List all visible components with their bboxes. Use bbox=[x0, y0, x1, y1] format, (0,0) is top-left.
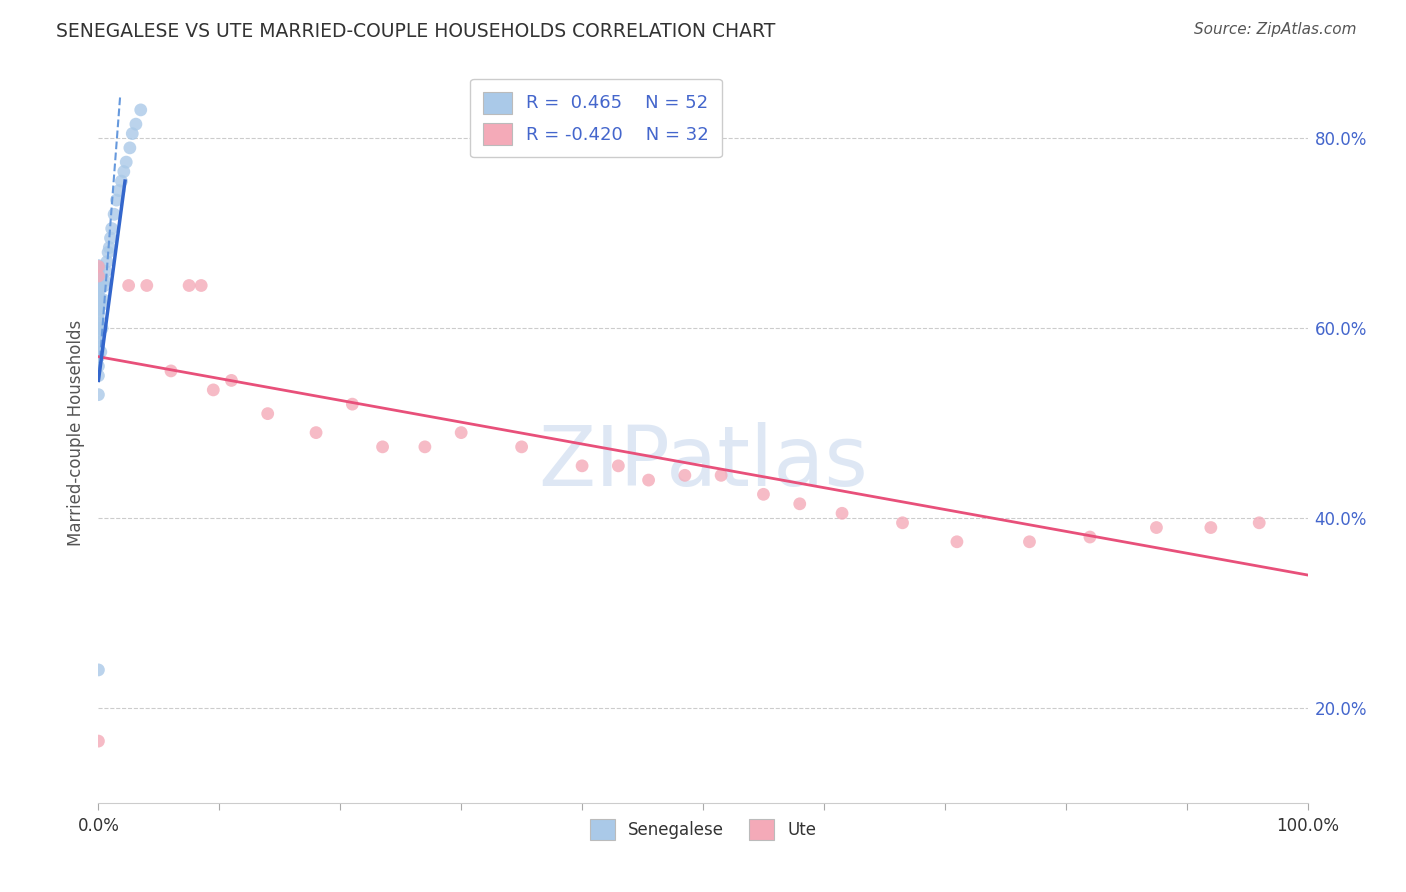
Point bbox=[125, 117, 148, 131]
Point bbox=[87, 299, 110, 313]
Point bbox=[87, 287, 110, 301]
Point bbox=[87, 359, 110, 374]
Point bbox=[97, 245, 120, 260]
Point bbox=[87, 345, 110, 359]
Point bbox=[87, 311, 110, 326]
Point bbox=[87, 326, 110, 340]
Point bbox=[129, 103, 152, 117]
Point bbox=[710, 468, 733, 483]
Point bbox=[90, 345, 112, 359]
Point bbox=[256, 407, 278, 421]
Point bbox=[93, 274, 115, 288]
Point bbox=[752, 487, 775, 501]
Point bbox=[87, 317, 110, 331]
Point bbox=[87, 368, 110, 383]
Point bbox=[100, 231, 122, 245]
Point bbox=[87, 321, 110, 335]
Point bbox=[673, 468, 696, 483]
Point bbox=[87, 663, 110, 677]
Point bbox=[87, 268, 110, 282]
Point bbox=[87, 290, 110, 304]
Point bbox=[179, 278, 201, 293]
Point bbox=[115, 155, 138, 169]
Point bbox=[221, 373, 243, 387]
Point bbox=[450, 425, 472, 440]
Point bbox=[87, 259, 110, 273]
Point bbox=[87, 268, 110, 283]
Point bbox=[789, 497, 811, 511]
Point bbox=[413, 440, 436, 454]
Point bbox=[160, 364, 183, 378]
Point bbox=[100, 221, 122, 235]
Point bbox=[87, 331, 110, 345]
Point bbox=[118, 278, 141, 293]
Point bbox=[202, 383, 225, 397]
Point bbox=[1018, 534, 1040, 549]
Point bbox=[305, 425, 328, 440]
Point bbox=[87, 296, 110, 310]
Point bbox=[87, 280, 110, 294]
Point bbox=[91, 297, 114, 311]
Point bbox=[87, 350, 110, 364]
Point bbox=[87, 293, 110, 307]
Point bbox=[571, 458, 593, 473]
Point bbox=[510, 440, 533, 454]
Point bbox=[105, 193, 128, 207]
Point bbox=[118, 141, 141, 155]
Point bbox=[112, 164, 135, 178]
Point bbox=[891, 516, 914, 530]
Point bbox=[637, 473, 659, 487]
Point bbox=[831, 506, 853, 520]
Point bbox=[87, 335, 110, 350]
Point bbox=[87, 271, 110, 285]
Point bbox=[607, 458, 630, 473]
Point bbox=[87, 350, 110, 364]
Point bbox=[110, 174, 132, 188]
Point bbox=[1146, 520, 1168, 534]
Point bbox=[87, 261, 110, 276]
Text: ZIPatlas: ZIPatlas bbox=[538, 422, 868, 503]
Point bbox=[98, 240, 121, 254]
Point bbox=[87, 260, 110, 274]
Point bbox=[87, 734, 110, 748]
Point bbox=[371, 440, 394, 454]
Point bbox=[87, 264, 110, 278]
Point bbox=[121, 127, 143, 141]
Point bbox=[87, 307, 110, 321]
Point bbox=[946, 534, 969, 549]
Point bbox=[1078, 530, 1101, 544]
Point bbox=[87, 302, 110, 317]
Point bbox=[87, 274, 110, 288]
Point bbox=[87, 283, 110, 297]
Y-axis label: Married-couple Households: Married-couple Households bbox=[66, 319, 84, 546]
Point bbox=[91, 321, 114, 335]
Point bbox=[190, 278, 212, 293]
Text: SENEGALESE VS UTE MARRIED-COUPLE HOUSEHOLDS CORRELATION CHART: SENEGALESE VS UTE MARRIED-COUPLE HOUSEHO… bbox=[56, 22, 776, 41]
Point bbox=[342, 397, 364, 411]
Legend: Senegalese, Ute: Senegalese, Ute bbox=[583, 813, 823, 847]
Point bbox=[103, 207, 125, 221]
Point bbox=[93, 278, 115, 293]
Point bbox=[87, 340, 110, 354]
Text: Source: ZipAtlas.com: Source: ZipAtlas.com bbox=[1194, 22, 1357, 37]
Point bbox=[87, 277, 110, 292]
Point bbox=[94, 264, 117, 278]
Point bbox=[1249, 516, 1271, 530]
Point bbox=[135, 278, 157, 293]
Point bbox=[91, 293, 114, 307]
Point bbox=[108, 184, 131, 198]
Point bbox=[1199, 520, 1222, 534]
Point bbox=[96, 254, 118, 268]
Point bbox=[87, 387, 110, 401]
